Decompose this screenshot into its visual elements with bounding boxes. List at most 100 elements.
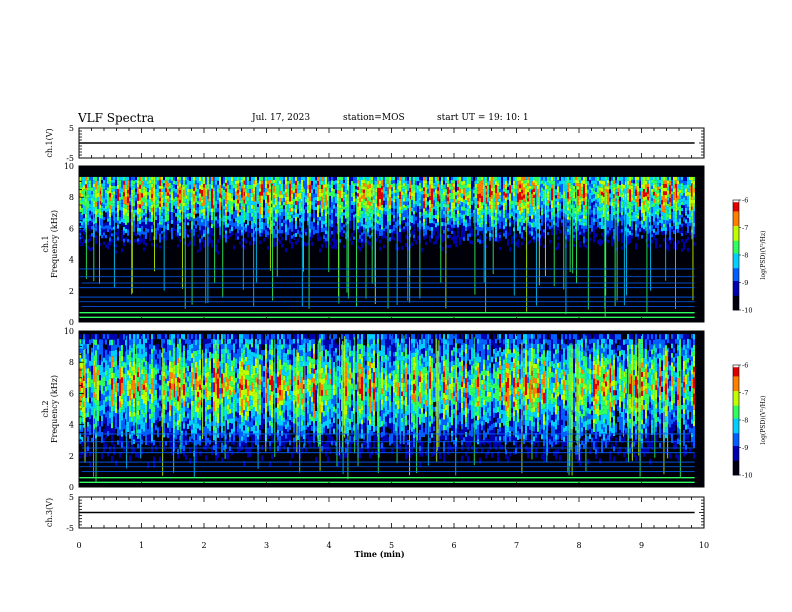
- spectral-cell: [213, 212, 215, 216]
- spectral-cell: [453, 189, 455, 193]
- spectral-cell: [183, 186, 185, 190]
- spectral-cell: [391, 190, 393, 195]
- spectral-cell: [167, 230, 169, 234]
- spectral-cell: [179, 216, 181, 220]
- spectral-cell: [549, 183, 551, 188]
- spectral-cell: [413, 214, 415, 218]
- spectral-cell: [275, 180, 277, 186]
- spectral-cell: [489, 208, 491, 213]
- spectral-cell: [121, 176, 123, 181]
- spectral-cell: [121, 225, 123, 230]
- spectral-cell: [181, 176, 183, 181]
- spectral-cell: [171, 227, 173, 232]
- spectral-cell: [397, 234, 399, 239]
- spectral-cell: [313, 181, 315, 186]
- spectral-cell: [367, 184, 369, 189]
- spectral-cell: [193, 180, 195, 184]
- spectral-cell: [413, 244, 415, 249]
- spectral-cell: [91, 236, 93, 240]
- spectral-cell: [545, 176, 547, 182]
- spectral-cell: [517, 214, 519, 219]
- spectral-cell: [221, 217, 223, 221]
- spectral-cell: [525, 194, 527, 198]
- spectral-cell: [309, 180, 311, 185]
- spectral-cell: [361, 176, 363, 181]
- spectral-cell: [541, 180, 543, 184]
- spectral-cell: [223, 225, 225, 229]
- spectral-cell: [393, 211, 395, 216]
- spectral-cell: [215, 208, 217, 213]
- spectral-cell: [427, 225, 429, 230]
- spectral-cell: [419, 185, 421, 189]
- spectral-cell: [321, 228, 323, 233]
- spectral-cell: [199, 242, 201, 247]
- spectral-cell: [543, 207, 545, 211]
- spectral-cell: [173, 187, 175, 192]
- spectral-cell: [165, 240, 167, 245]
- spectral-cell: [477, 194, 479, 198]
- spectral-cell: [197, 237, 199, 241]
- spectral-cell: [115, 225, 117, 229]
- spectral-cell: [267, 238, 269, 243]
- spectral-cell: [399, 209, 401, 214]
- spectral-cell: [351, 188, 353, 193]
- spectral-cell: [177, 182, 179, 186]
- spectral-cell: [267, 224, 269, 228]
- spectral-cell: [279, 215, 281, 220]
- spectral-cell: [157, 203, 159, 208]
- spectral-cell: [539, 180, 541, 185]
- spectral-cell: [341, 226, 343, 230]
- spectral-cell: [129, 197, 131, 202]
- spectral-cell: [185, 195, 187, 200]
- spectral-cell: [537, 233, 539, 238]
- spectral-cell: [157, 196, 159, 200]
- spectral-cell: [239, 203, 241, 207]
- spectral-cell: [141, 176, 143, 182]
- spectral-cell: [559, 248, 561, 253]
- spectral-cell: [189, 192, 191, 197]
- spectral-cell: [219, 218, 221, 223]
- spectral-cell: [615, 186, 617, 190]
- spectral-cell: [89, 230, 91, 235]
- spectral-cell: [123, 188, 125, 193]
- spectral-cell: [477, 197, 479, 201]
- spectral-cell: [377, 191, 379, 195]
- spectral-cell: [375, 180, 377, 185]
- spectral-cell: [491, 233, 493, 238]
- spectral-cell: [231, 185, 233, 190]
- spectral-cell: [263, 207, 265, 212]
- spectral-cell: [589, 218, 591, 222]
- spectral-cell: [501, 176, 503, 181]
- spectral-cell: [157, 176, 159, 181]
- spectral-cell: [567, 204, 569, 208]
- spectral-cell: [463, 240, 465, 245]
- spectral-cell: [195, 198, 197, 203]
- spectral-cell: [479, 222, 481, 228]
- spectral-cell: [355, 176, 357, 180]
- spectral-cell: [489, 192, 491, 197]
- spectral-cell: [543, 235, 545, 239]
- spectral-cell: [611, 239, 613, 243]
- spectral-cell: [281, 236, 283, 241]
- spectral-cell: [435, 189, 437, 194]
- spectral-cell: [595, 233, 597, 238]
- spectral-cell: [581, 232, 583, 236]
- spectral-cell: [543, 189, 545, 193]
- spectral-cell: [135, 191, 137, 195]
- spectral-cell: [467, 184, 469, 188]
- spectral-cell: [571, 176, 573, 181]
- spectral-cell: [201, 206, 203, 210]
- spectral-cell: [327, 176, 329, 181]
- spectral-cell: [475, 208, 477, 213]
- spectral-cell: [611, 224, 613, 229]
- spectral-cell: [395, 231, 397, 235]
- spectral-cell: [519, 180, 521, 185]
- spectral-cell: [247, 233, 249, 238]
- spectral-cell: [465, 203, 467, 208]
- spectral-cell: [345, 190, 347, 195]
- spectral-cell: [357, 232, 359, 236]
- spectral-cell: [133, 239, 135, 243]
- spectral-cell: [369, 191, 371, 196]
- spectral-cell: [377, 202, 379, 206]
- spectral-cell: [393, 231, 395, 235]
